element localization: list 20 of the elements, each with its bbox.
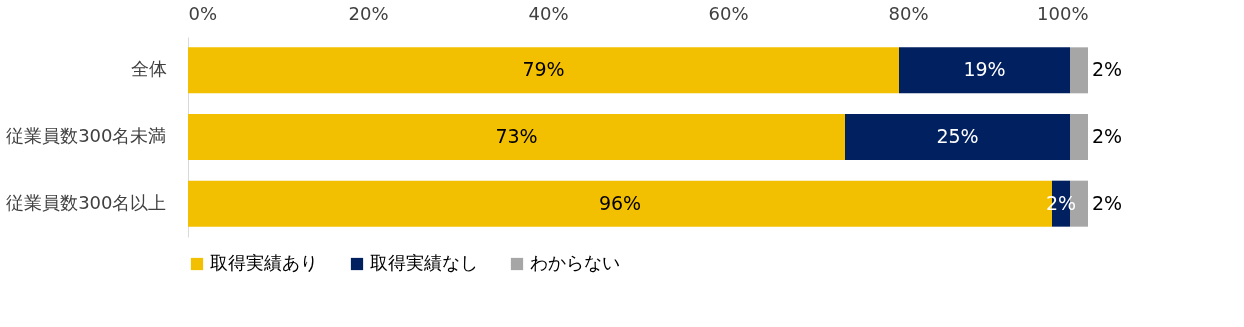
x-tick-label: 80% xyxy=(888,2,929,24)
x-tick-label: 0% xyxy=(188,2,218,24)
data-label: 19% xyxy=(963,58,1006,81)
data-label: 79% xyxy=(522,58,565,81)
y-tick-label: 従業員数300名未満 xyxy=(6,125,167,146)
x-tick-label: 20% xyxy=(348,2,389,24)
data-label: 96% xyxy=(598,191,642,214)
x-tick-label: 40% xyxy=(528,2,569,24)
data-label: 25% xyxy=(936,125,979,147)
data-label: 2% xyxy=(1092,191,1123,214)
y-tick-label: 従業員数300名以上 xyxy=(6,191,167,213)
data-label: 73% xyxy=(495,125,538,147)
legend-label: 取得実績あり xyxy=(210,252,318,273)
y-tick-label: 全体 xyxy=(130,58,167,80)
data-label: 2% xyxy=(1092,125,1123,147)
x-tick-label: 60% xyxy=(708,2,749,24)
legend-label: わからない xyxy=(530,252,620,273)
x-tick-label: 100% xyxy=(1037,2,1089,24)
legend-label: 取得実績なし xyxy=(370,252,478,273)
data-label: 2% xyxy=(1092,58,1123,81)
